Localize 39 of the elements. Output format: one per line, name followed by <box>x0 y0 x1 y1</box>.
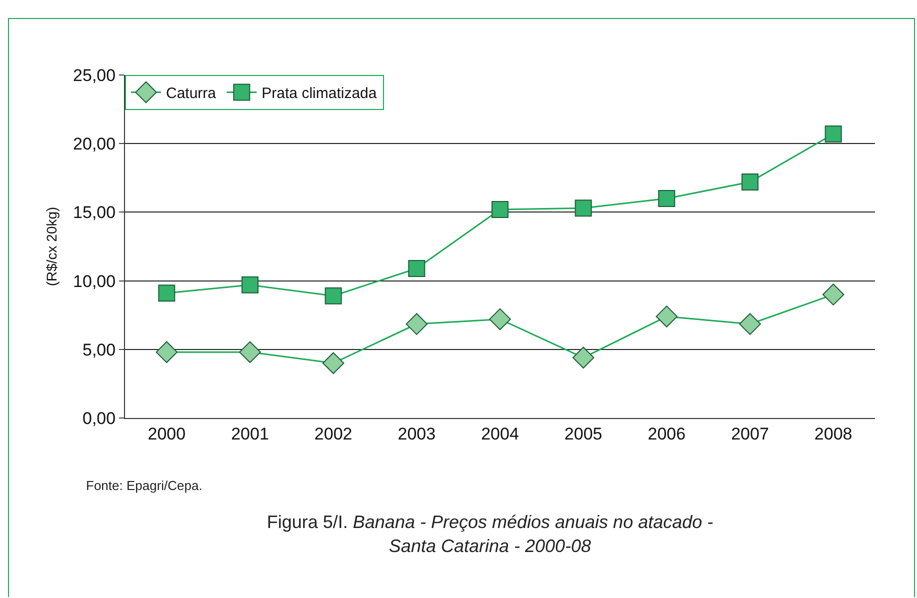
point <box>239 341 261 364</box>
x-tick-label: 2002 <box>314 424 352 444</box>
y-tick-label: 15,00 <box>73 203 116 222</box>
point <box>408 260 426 277</box>
x-tick-label: 2004 <box>481 424 519 444</box>
point <box>406 313 428 335</box>
text: Figura 5/I. <box>266 512 348 532</box>
text: Banana - Preços médios anuais no atacado - Santa Catarina - 2000-08 <box>352 512 714 556</box>
point <box>739 313 761 335</box>
y-tick-label: 5,00 <box>82 340 116 360</box>
point <box>492 200 508 218</box>
point <box>242 276 258 294</box>
point <box>574 200 592 217</box>
x-tick-label: 2003 <box>398 424 436 444</box>
point <box>324 287 342 304</box>
point <box>156 341 178 364</box>
x-tick-label: 2006 <box>648 424 686 444</box>
y-tick-label: 20,00 <box>73 134 116 154</box>
legend-label: Caturra <box>166 85 217 102</box>
y-tick-label: 25,00 <box>73 66 116 85</box>
point <box>572 346 594 369</box>
point <box>489 308 511 330</box>
x-tick-label: 2001 <box>231 424 269 444</box>
point <box>824 126 842 142</box>
y-axis-title: (R$/cx 20kg) <box>44 206 60 286</box>
point <box>656 306 678 328</box>
point <box>158 284 176 302</box>
y-tick-label: 10,00 <box>73 272 116 291</box>
point <box>322 352 344 374</box>
legend-label: Prata climatizada <box>262 85 378 102</box>
point <box>742 174 758 191</box>
x-tick-label: 2005 <box>564 424 602 444</box>
source-note: Fonte: Epagri/Cepa. <box>86 478 202 493</box>
point <box>822 284 844 306</box>
point <box>658 190 676 207</box>
x-tick-label: 2007 <box>731 424 769 444</box>
x-tick-label: 2008 <box>814 424 852 444</box>
y-tick-label: 0,00 <box>82 408 116 428</box>
x-tick-label: 2000 <box>148 424 186 444</box>
